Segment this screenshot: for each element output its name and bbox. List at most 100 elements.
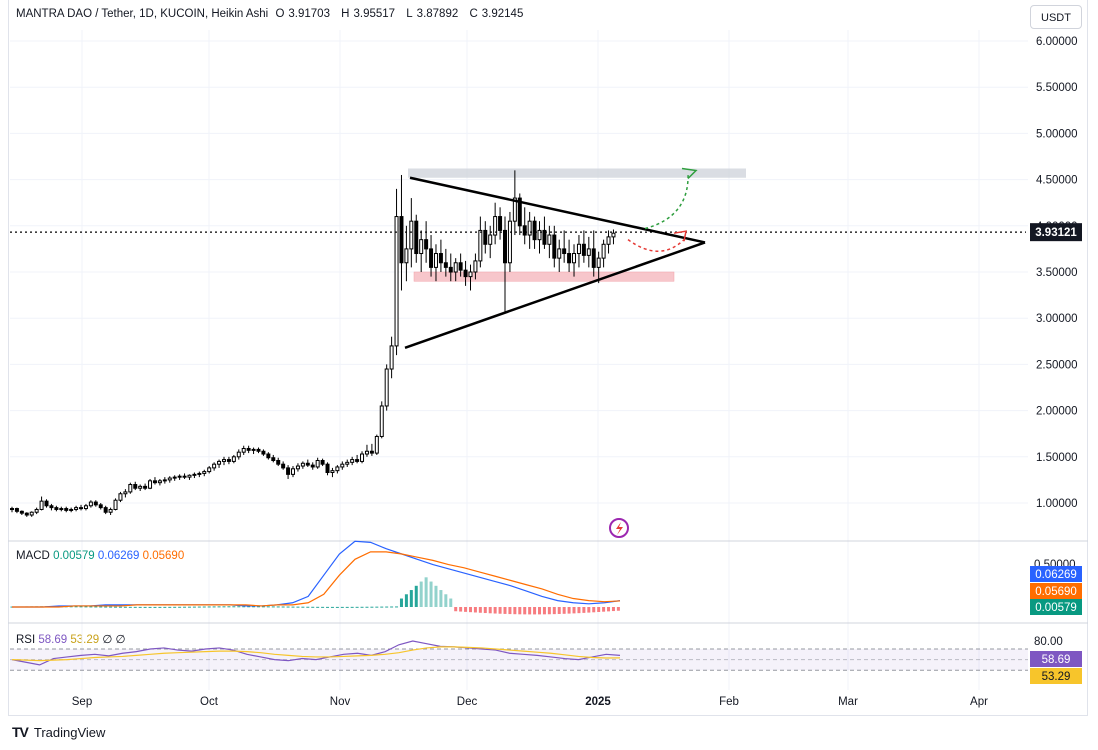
chart-canvas[interactable]: 6.000005.500005.000004.500004.000003.500…	[0, 0, 1098, 716]
macd-hist-bar	[330, 606, 334, 608]
macd-hist-bar	[616, 607, 620, 611]
close-value: 3.92145	[481, 8, 524, 20]
candle-up	[128, 484, 133, 493]
currency-unit-button[interactable]: USDT	[1030, 5, 1082, 29]
price-axis[interactable]: 6.000005.500005.000004.500004.000003.500…	[1030, 36, 1082, 510]
open-label: O	[275, 8, 285, 20]
chart-frame	[8, 0, 1088, 716]
candle-down	[562, 248, 567, 255]
macd-hist-bar	[79, 606, 83, 608]
low-value: 3.87892	[416, 8, 459, 20]
macd-hist-bar	[380, 606, 384, 608]
macd-hist-bar	[74, 606, 78, 608]
macd-hist-bar	[321, 606, 325, 608]
candle-down	[542, 229, 547, 245]
macd-hist-bar	[478, 607, 482, 613]
chart-grid	[8, 30, 1088, 690]
candle-up	[557, 248, 562, 259]
macd-hist-bar	[114, 606, 118, 608]
candle-up	[493, 216, 498, 236]
macd-hist-bar	[133, 606, 137, 608]
candle-down	[276, 459, 281, 465]
candle-up	[576, 243, 581, 255]
candle-up	[236, 451, 241, 458]
macd-hist-bar	[607, 607, 611, 612]
candle-down	[98, 504, 103, 509]
candle-up	[69, 508, 74, 511]
candle-down	[429, 248, 434, 268]
macd-hist-bar	[163, 606, 167, 608]
macd-hist-bar	[138, 606, 142, 608]
macd-badge-text: 0.00579	[1035, 602, 1077, 614]
macd-hist-bar	[316, 606, 320, 608]
macd-hist-bar	[567, 607, 571, 614]
macd-hist-bar	[232, 606, 236, 608]
candle-up	[611, 232, 616, 238]
bearish-arrow-head	[673, 230, 687, 242]
candle-up	[335, 466, 340, 472]
candle-up	[547, 234, 552, 245]
candle-down	[266, 453, 271, 459]
candle-up	[512, 197, 517, 222]
candle-down	[281, 463, 286, 469]
macd-badge-text: 0.06269	[1035, 569, 1077, 581]
macd-hist-bar	[311, 606, 315, 608]
price-tick-label: 3.00000	[1036, 313, 1078, 325]
candle-down	[355, 459, 360, 462]
candle-down	[581, 243, 586, 256]
bullish-arrow-head	[681, 167, 698, 180]
macd-hist-bar	[439, 590, 443, 607]
symbol-title: MANTRA DAO / Tether, 1D, KUCOIN, Heikin …	[16, 8, 269, 20]
tradingview-logo: TV	[12, 724, 29, 740]
candle-up	[108, 508, 113, 513]
macd-hist-bar	[399, 598, 403, 607]
candle-down	[93, 501, 98, 506]
candle-down	[49, 505, 54, 509]
candle-down	[44, 500, 49, 507]
macd-hist-bar	[572, 607, 576, 614]
time-tick-label: Dec	[457, 696, 478, 708]
macd-legend: MACD 0.00579 0.06269 0.05690	[16, 550, 184, 562]
candle-up	[138, 485, 143, 489]
candle-down	[424, 239, 429, 250]
candle-down	[246, 447, 251, 451]
candle-up	[601, 243, 606, 259]
candle-down	[79, 507, 84, 510]
macd-hist-bar	[252, 606, 256, 608]
triangle-lower-line	[404, 241, 706, 349]
macd-hist-bar	[547, 607, 551, 615]
macd-hist-bar	[464, 607, 468, 612]
macd-hist-bar	[271, 606, 275, 608]
candle-up	[433, 253, 438, 268]
tradingview-name: TradingView	[33, 724, 106, 740]
time-axis[interactable]: Sep Oct Nov Dec 2025 Feb Mar Apr	[72, 696, 988, 708]
bearish-arrow-path	[627, 239, 685, 252]
candle-down	[522, 225, 527, 236]
footer: TV TradingView	[12, 724, 105, 740]
candle-up	[478, 229, 483, 262]
macd-hist-bar	[227, 606, 231, 608]
macd-hist-bar	[247, 606, 251, 608]
price-tick-label: 5.50000	[1036, 82, 1078, 94]
rsi-ma-value: 53.29	[70, 634, 100, 646]
macd-value-badge	[1030, 599, 1082, 615]
macd-hist-bar	[611, 607, 615, 612]
drawing-layer	[10, 167, 1026, 538]
candle-up	[197, 472, 202, 475]
macd-hist-bar	[533, 607, 537, 615]
macd-hist-bar	[587, 607, 591, 613]
candle-down	[305, 462, 310, 466]
rsi-legend: RSI 58.69 53.29 ∅ ∅	[16, 634, 126, 646]
macd-hist-bar	[414, 585, 418, 607]
candle-down	[182, 475, 187, 478]
macd-hist-bar	[187, 606, 191, 608]
resistance-zone	[408, 168, 746, 178]
rsi-band	[10, 649, 1028, 671]
macd-hist-bar	[69, 606, 73, 608]
last-price-badge	[1030, 223, 1082, 242]
candle-up	[202, 471, 207, 474]
candle-down	[463, 269, 468, 278]
candle-up	[113, 499, 118, 510]
price-tick-label: 3.50000	[1036, 267, 1078, 279]
